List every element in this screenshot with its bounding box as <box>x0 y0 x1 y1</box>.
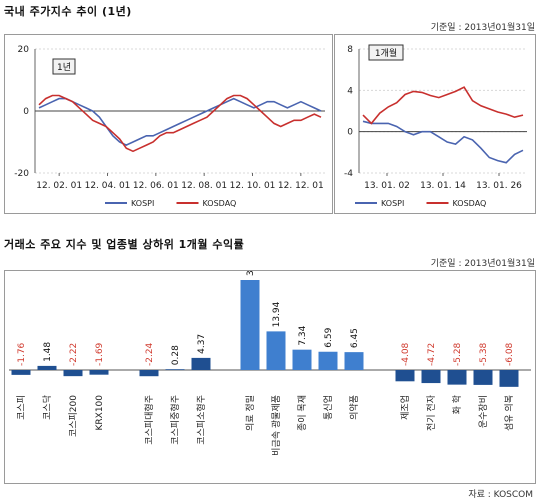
x-tick-label: 12. 12. 01 <box>278 181 324 191</box>
bar <box>447 370 467 385</box>
bar-value-label: 7.34 <box>298 325 308 345</box>
bar <box>344 352 364 370</box>
series-line-kospi <box>38 97 322 146</box>
period-tag: 1개월 <box>375 47 397 59</box>
series-line-kosdaq <box>362 86 524 125</box>
y-tick-label: -20 <box>14 169 29 179</box>
bar-value-label: -4.72 <box>427 343 437 366</box>
bar <box>11 370 31 375</box>
category-label: 화 학 <box>452 395 463 414</box>
category-label: 비금속 광물제품 <box>270 395 282 456</box>
category-label: 섬유 의복 <box>504 395 515 431</box>
bar-value-label: -2.22 <box>69 343 79 366</box>
chart1-title: 국내 주가지수 추이 (1년) <box>4 5 132 18</box>
bar <box>37 365 57 370</box>
y-tick-label: -4 <box>344 169 353 179</box>
y-tick-label: 20 <box>18 45 30 55</box>
bar <box>473 370 493 385</box>
legend-label-kospi: KOSPI <box>381 199 404 208</box>
bar <box>240 280 260 370</box>
legend-label-kosdaq: KOSDAQ <box>203 199 237 208</box>
y-tick-label: 4 <box>347 86 353 96</box>
bar-value-label: -5.38 <box>479 342 489 366</box>
category-label: KRX100 <box>95 395 105 431</box>
category-label: 운수장비 <box>478 395 489 428</box>
y-tick-label: 0 <box>23 107 29 117</box>
category-label: 의료 정밀 <box>244 395 256 431</box>
bar <box>421 370 441 384</box>
bar <box>499 370 519 387</box>
category-label: 코스피200 <box>68 395 79 437</box>
bar <box>318 351 338 370</box>
category-label: 코스피소형주 <box>196 395 207 445</box>
bar-value-label: -1.76 <box>17 342 27 366</box>
category-label: 통신업 <box>323 395 334 420</box>
x-tick-label: 13. 01. 02 <box>364 181 410 191</box>
x-tick-label: 12. 08. 01 <box>181 181 227 191</box>
series-line-kospi <box>362 120 524 164</box>
bar-value-label: -2.24 <box>145 342 155 366</box>
bar-value-label: -4.08 <box>401 342 411 366</box>
category-label: 의약품 <box>348 395 360 420</box>
bar <box>89 370 109 375</box>
bar-value-label: 4.37 <box>197 334 207 354</box>
bar-value-label: 1.48 <box>43 342 53 362</box>
bar-value-label: 0.28 <box>171 345 181 365</box>
chart2-title: 거래소 주요 지수 및 업종별 상하위 1개월 수익률 <box>4 238 245 251</box>
bar <box>63 370 83 377</box>
period-tag-box <box>368 44 404 61</box>
source-note: 자료 : KOSCOM <box>468 490 533 500</box>
category-label: 코스피대형주 <box>144 395 155 445</box>
bar-value-label: 32.49 <box>246 271 256 276</box>
category-label: 코스피 <box>16 395 27 420</box>
category-label: 종이 목재 <box>297 395 308 431</box>
chart-1y-panel: 20 0 -20 12. 02. 01 12. 04. 01 12. 06. 01 12. … <box>4 34 333 214</box>
bar-value-label: -5.28 <box>453 342 463 366</box>
chart-1m: 8 4 0 -4 13. 01. 02 13. 01. 14 13. 01. 26 1개월 KO… <box>344 44 527 208</box>
bar <box>292 349 312 370</box>
y-tick-label: 8 <box>347 45 353 55</box>
period-tag: 1년 <box>57 62 71 73</box>
series-line-kosdaq <box>38 94 322 153</box>
bar-value-label: 6.59 <box>324 327 334 347</box>
base-date-bottom: 기준일 : 2013년01월31일 <box>430 259 535 269</box>
bar-value-label: -6.08 <box>505 342 515 366</box>
bar <box>165 369 185 371</box>
legend-label-kospi: KOSPI <box>131 199 154 208</box>
x-tick-label: 12. 10. 01 <box>230 181 276 191</box>
period-tag-box <box>52 58 76 75</box>
category-label: 제조업 <box>400 395 411 420</box>
bar-value-label: 13.94 <box>272 301 282 327</box>
x-tick-label: 13. 01. 14 <box>420 181 466 191</box>
x-tick-label: 13. 01. 26 <box>476 181 522 191</box>
legend-label-kosdaq: KOSDAQ <box>453 199 487 208</box>
bar-value-label: -1.69 <box>95 342 105 366</box>
bar <box>139 370 159 377</box>
y-tick-label: 0 <box>347 128 353 138</box>
chart-1m-panel: 8 4 0 -4 13. 01. 02 13. 01. 14 13. 01. 26 1개월 KO… <box>334 34 536 214</box>
category-label: 전기 전자 <box>426 394 437 431</box>
x-tick-label: 12. 04. 01 <box>85 181 131 191</box>
x-tick-label: 12. 06. 01 <box>133 181 179 191</box>
bar-chart-panel: -1.76 코스피 1.48 코스닥 -2.22 코스피200 -1.69 KRX100 -2.… <box>4 250 536 484</box>
bar-value-label: 6.45 <box>350 328 360 348</box>
bar <box>266 331 286 370</box>
category-label: 코스피중형주 <box>170 395 181 445</box>
category-label: 코스닥 <box>42 395 53 420</box>
base-date-top: 기준일 : 2013년01월31일 <box>430 23 535 33</box>
x-tick-label: 12. 02. 01 <box>36 181 82 191</box>
bar-chart: -1.76 코스피 1.48 코스닥 -2.22 코스피200 -1.69 KRX100 -2.… <box>9 250 531 456</box>
bar <box>395 370 415 382</box>
bar <box>191 357 211 370</box>
